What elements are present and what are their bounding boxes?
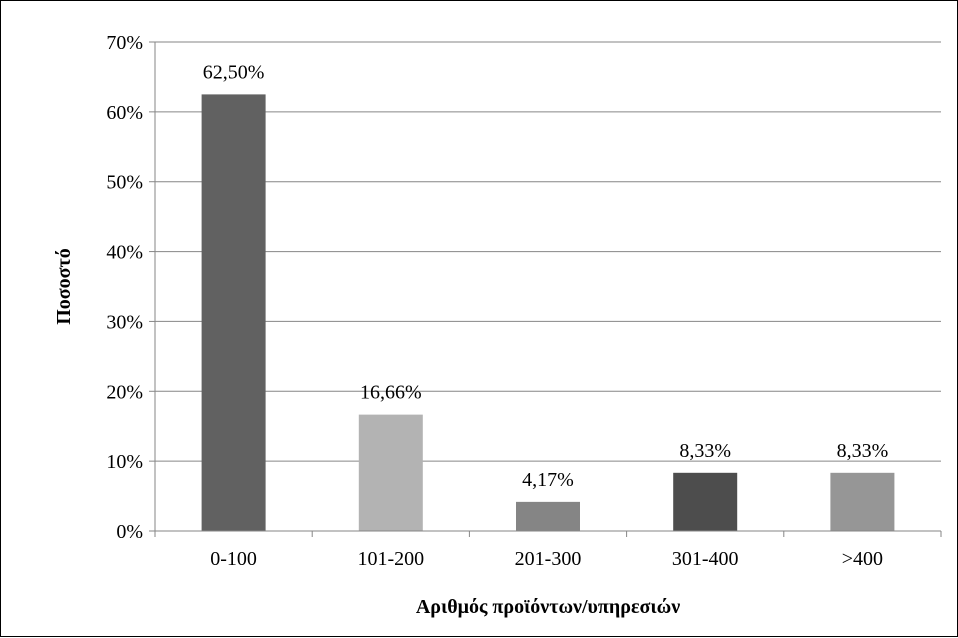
bars <box>201 94 895 532</box>
bar-0-100 <box>201 94 266 532</box>
data-label-0-100: 62,50% <box>203 61 265 83</box>
axes <box>154 42 941 532</box>
x-tick-labels: 0-100 101-200 201-300 301-400 >400 <box>154 531 942 570</box>
x-tick-label->400: >400 <box>842 548 883 570</box>
y-tick-label: 0% <box>116 521 143 543</box>
y-tick-label: 20% <box>106 381 143 403</box>
x-tick-label-201-300: 201-300 <box>515 548 582 570</box>
x-tick-label-101-200: 101-200 <box>357 548 424 570</box>
data-label-201-300: 4,17% <box>522 469 574 491</box>
y-tick-label: 10% <box>106 451 143 473</box>
y-tick-label: 70% <box>106 32 143 54</box>
bar->400 <box>830 472 895 531</box>
bar-201-300 <box>516 501 580 531</box>
data-labels: 62,50% 16,66% 4,17% 8,33% 8,33% <box>203 61 888 490</box>
data-label->400: 8,33% <box>837 440 889 462</box>
data-label-301-400: 8,33% <box>679 440 731 462</box>
y-tick-label: 50% <box>106 172 143 194</box>
y-tick-label: 30% <box>106 311 143 333</box>
x-axis-title: Αριθμός προϊόντων/υπηρεσιών <box>416 596 680 618</box>
y-tick-label: 60% <box>106 102 143 124</box>
y-tick-label: 40% <box>106 242 143 264</box>
bar-301-400 <box>673 472 738 531</box>
y-axis-title: Ποσοστό <box>53 248 75 325</box>
x-tick-label-301-400: 301-400 <box>672 548 739 570</box>
gridlines <box>155 41 941 462</box>
data-label-101-200: 16,66% <box>360 382 422 404</box>
y-tick-labels: 0% 10% 20% 30% 40% 50% 60% 70% <box>106 32 155 543</box>
x-tick-label-0-100: 0-100 <box>210 548 257 570</box>
bar-101-200 <box>358 414 423 531</box>
